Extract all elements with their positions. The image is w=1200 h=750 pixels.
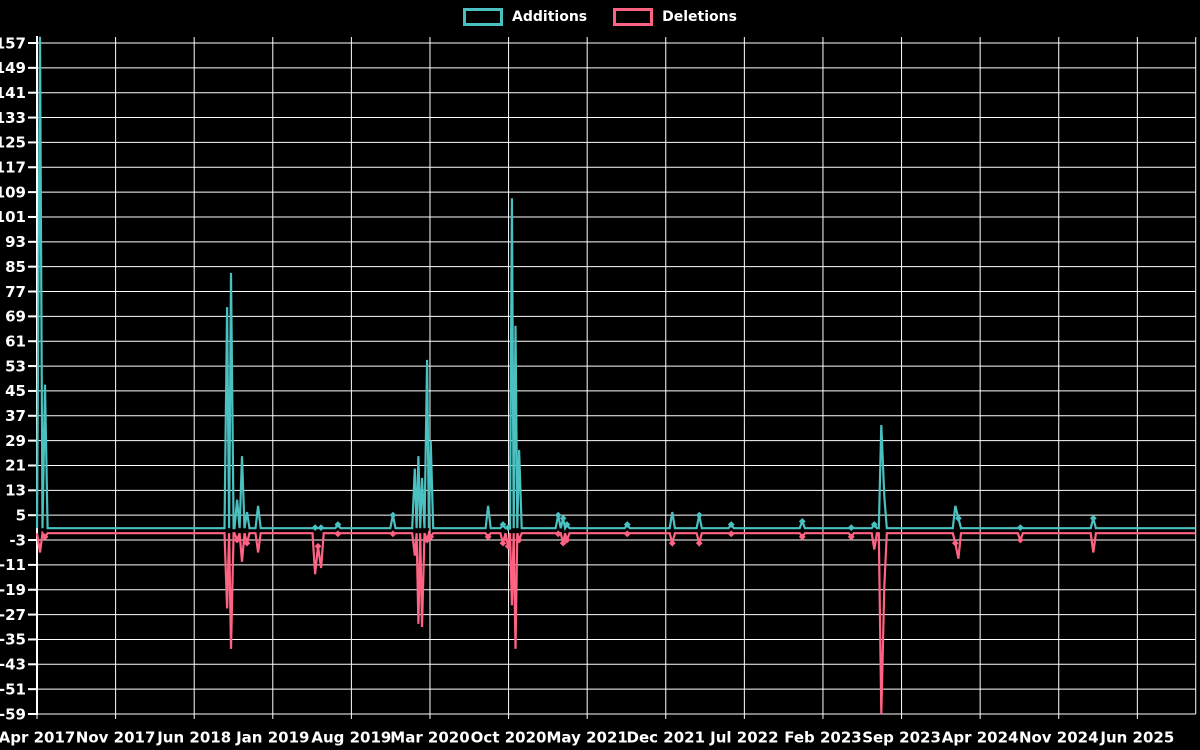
chart-legend: Additions Deletions bbox=[0, 8, 1200, 26]
svg-text:141: 141 bbox=[0, 84, 26, 102]
svg-text:-27: -27 bbox=[0, 606, 26, 624]
svg-text:Jun 2018: Jun 2018 bbox=[156, 728, 231, 746]
svg-text:Feb 2023: Feb 2023 bbox=[784, 728, 862, 746]
svg-text:93: 93 bbox=[5, 233, 26, 251]
svg-text:Dec 2021: Dec 2021 bbox=[627, 728, 706, 746]
svg-text:85: 85 bbox=[5, 258, 26, 276]
svg-text:-43: -43 bbox=[0, 656, 26, 674]
svg-text:Apr 2017: Apr 2017 bbox=[0, 728, 75, 746]
svg-text:53: 53 bbox=[5, 357, 26, 375]
svg-text:5: 5 bbox=[16, 506, 26, 524]
svg-text:-59: -59 bbox=[0, 705, 26, 723]
svg-text:109: 109 bbox=[0, 183, 26, 201]
svg-text:Oct 2020: Oct 2020 bbox=[471, 728, 547, 746]
svg-text:-3: -3 bbox=[9, 531, 26, 549]
svg-text:157: 157 bbox=[0, 34, 26, 52]
svg-text:149: 149 bbox=[0, 59, 26, 77]
svg-text:Mar 2020: Mar 2020 bbox=[390, 728, 469, 746]
svg-text:77: 77 bbox=[5, 283, 26, 301]
svg-text:May 2021: May 2021 bbox=[547, 728, 628, 746]
svg-text:Apr 2024: Apr 2024 bbox=[942, 728, 1019, 746]
legend-deletions-label: Deletions bbox=[662, 9, 737, 25]
svg-text:Jul 2022: Jul 2022 bbox=[709, 728, 778, 746]
svg-text:-51: -51 bbox=[0, 680, 26, 698]
svg-text:-35: -35 bbox=[0, 631, 26, 649]
svg-text:37: 37 bbox=[5, 407, 26, 425]
svg-text:-19: -19 bbox=[0, 581, 26, 599]
svg-text:69: 69 bbox=[5, 308, 26, 326]
svg-text:133: 133 bbox=[0, 109, 26, 127]
svg-text:Aug 2019: Aug 2019 bbox=[311, 728, 391, 746]
svg-text:29: 29 bbox=[5, 432, 26, 450]
svg-text:Jun 2025: Jun 2025 bbox=[1099, 728, 1174, 746]
deletions-swatch-icon bbox=[613, 8, 654, 26]
additions-swatch-icon bbox=[463, 8, 504, 26]
legend-additions-label: Additions bbox=[512, 9, 588, 25]
svg-text:Jan 2019: Jan 2019 bbox=[235, 728, 309, 746]
svg-text:117: 117 bbox=[0, 159, 26, 177]
svg-text:101: 101 bbox=[0, 208, 26, 226]
svg-text:61: 61 bbox=[5, 332, 26, 350]
svg-text:-11: -11 bbox=[0, 556, 26, 574]
svg-text:125: 125 bbox=[0, 134, 26, 152]
svg-text:45: 45 bbox=[5, 382, 26, 400]
legend-item-additions[interactable]: Additions bbox=[463, 8, 587, 26]
svg-text:Nov 2017: Nov 2017 bbox=[76, 728, 156, 746]
legend-item-deletions[interactable]: Deletions bbox=[613, 8, 737, 26]
svg-text:13: 13 bbox=[5, 482, 26, 500]
svg-text:Nov 2024: Nov 2024 bbox=[1019, 728, 1099, 746]
svg-text:21: 21 bbox=[5, 457, 26, 475]
svg-text:Sep 2023: Sep 2023 bbox=[862, 728, 941, 746]
